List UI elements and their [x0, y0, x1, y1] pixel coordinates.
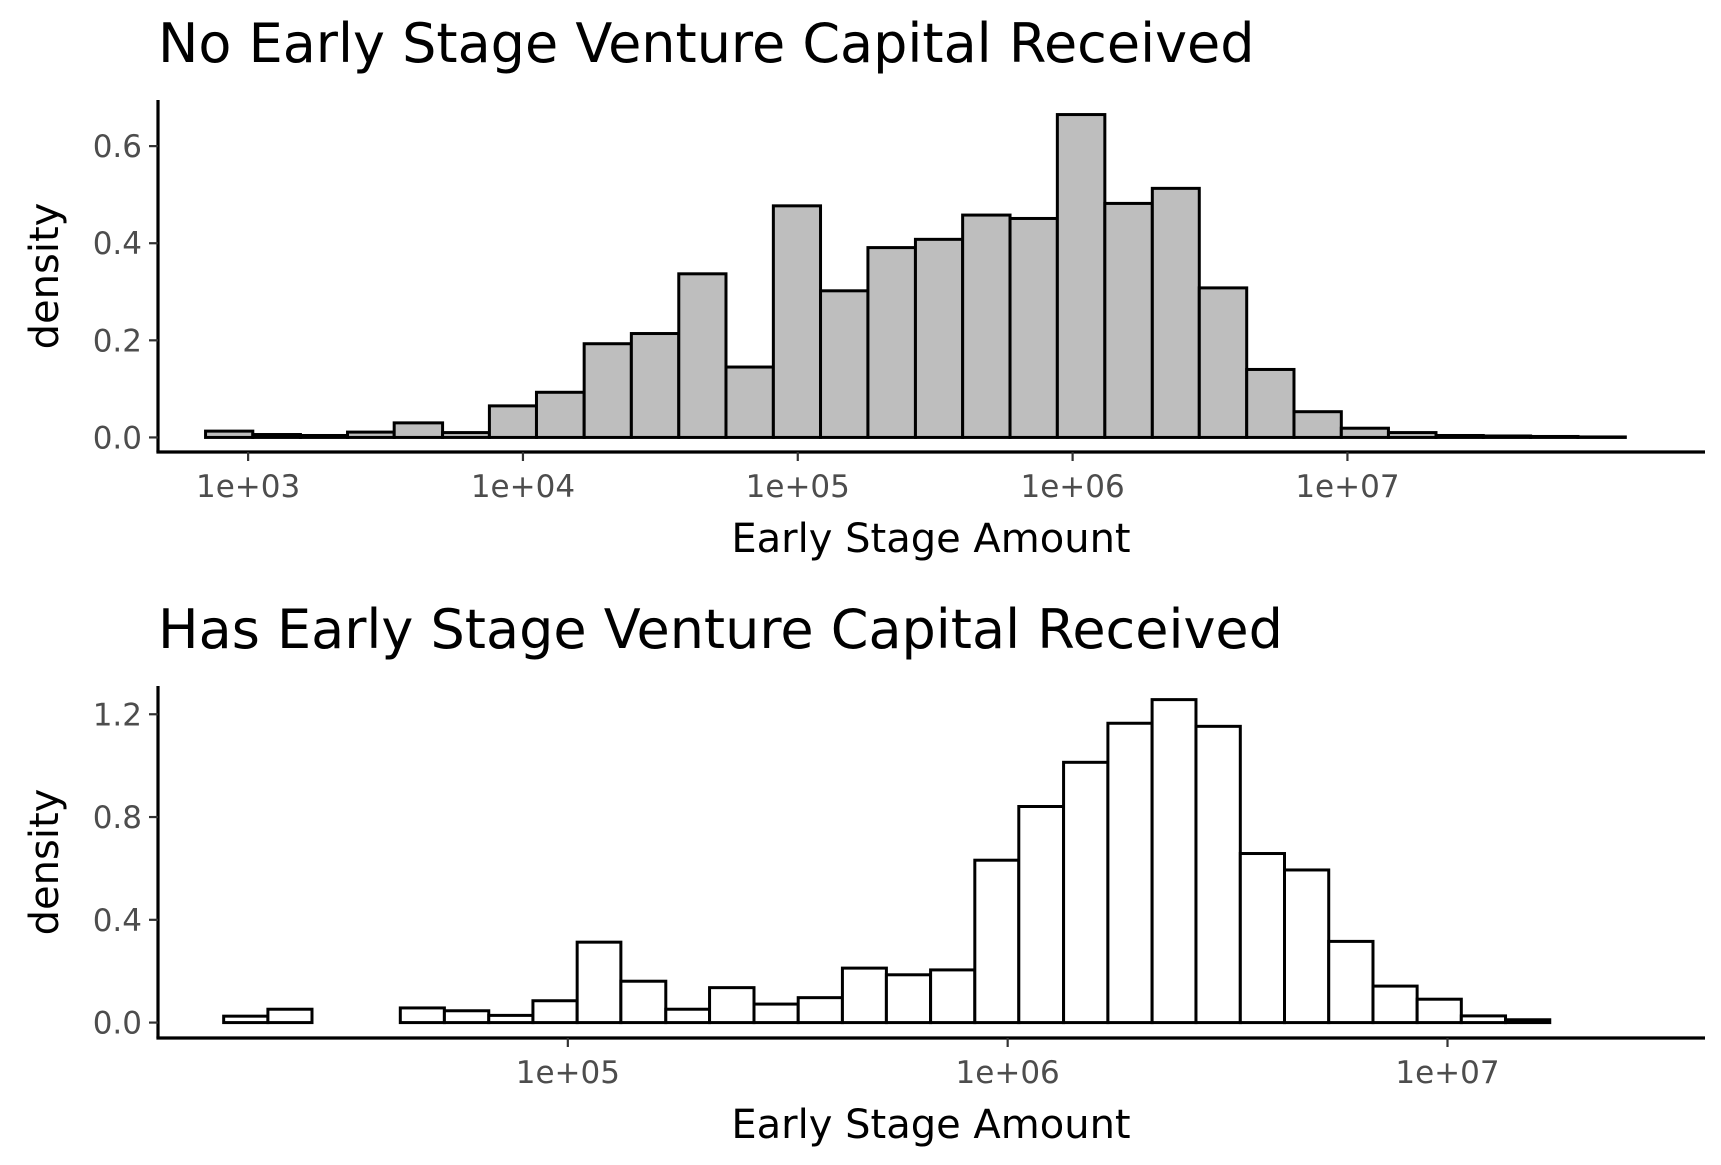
- y-axis-label: density: [22, 203, 68, 350]
- histogram-bar: [1415, 997, 1463, 1025]
- histogram-bar: [251, 433, 302, 439]
- histogram-bar: [1194, 724, 1242, 1025]
- y-tick-label: 1.2: [93, 697, 142, 733]
- histogram-bar: [796, 996, 844, 1025]
- x-axis-label: Early Stage Amount: [731, 516, 1130, 562]
- histogram-bar: [392, 421, 445, 439]
- histogram-bar: [398, 1006, 446, 1025]
- histogram-bar: [1386, 431, 1438, 439]
- histogram-bar: [266, 1007, 314, 1025]
- histogram-bar: [1292, 410, 1343, 439]
- y-axis-ticks: 0.0 0.4 0.8 1.2: [93, 697, 158, 1042]
- histogram-bar: [1197, 286, 1249, 439]
- y-tick-label: 0.0: [93, 420, 142, 456]
- x-tick-label: 1e+04: [471, 469, 575, 505]
- histogram-bar: [1062, 760, 1110, 1025]
- y-axis-label: density: [22, 789, 68, 936]
- chart-title: No Early Stage Venture Capital Received: [158, 12, 1255, 75]
- chart-title: Has Early Stage Venture Capital Received: [158, 598, 1283, 661]
- histogram-bar: [442, 1009, 491, 1025]
- histogram-bar: [1459, 1014, 1508, 1025]
- histogram-bar: [1150, 698, 1198, 1025]
- x-axis-label: Early Stage Amount: [731, 1102, 1130, 1148]
- histogram-bar: [204, 429, 255, 439]
- histogram-bar: [1150, 186, 1201, 439]
- histogram-bar: [346, 430, 396, 439]
- histogram-bar: [531, 999, 579, 1025]
- histogram-bar: [819, 289, 870, 439]
- y-tick-label: 0.4: [93, 903, 142, 939]
- histogram-bar: [575, 940, 623, 1025]
- histogram-bar: [973, 858, 1021, 1025]
- y-axis-ticks: 0.0 0.2 0.4 0.6: [93, 129, 158, 456]
- histogram-bar: [1008, 216, 1059, 439]
- histogram-bar: [619, 979, 668, 1025]
- x-axis-ticks: 1e+03 1e+04 1e+05 1e+06 1e+07: [196, 452, 1400, 505]
- x-tick-label: 1e+05: [746, 469, 850, 505]
- histogram-bar: [1017, 805, 1066, 1025]
- histogram-bar: [771, 204, 823, 439]
- histogram-bar: [487, 404, 538, 439]
- histogram-bar: [1283, 868, 1331, 1025]
- histogram-bar: [1103, 201, 1154, 439]
- x-tick-label: 1e+07: [1295, 469, 1399, 505]
- histogram-bar: [913, 237, 965, 439]
- histogram-bar: [866, 246, 917, 439]
- x-tick-label: 1e+03: [196, 469, 300, 505]
- histogram-bar: [1106, 721, 1154, 1025]
- histogram-bar: [752, 1002, 800, 1025]
- histogram-bar: [441, 431, 491, 439]
- histogram-bar: [1245, 367, 1296, 439]
- bars: [204, 113, 1627, 439]
- histogram-bar: [1504, 1018, 1552, 1025]
- y-tick-label: 0.6: [93, 129, 142, 165]
- histogram-bar: [582, 342, 633, 439]
- y-tick-label: 0.0: [93, 1006, 142, 1042]
- x-tick-label: 1e+07: [1395, 1055, 1499, 1091]
- histogram-bar: [724, 365, 775, 439]
- y-tick-label: 0.4: [93, 226, 142, 262]
- histogram-bar: [629, 332, 681, 439]
- x-tick-label: 1e+06: [956, 1055, 1060, 1091]
- x-tick-label: 1e+05: [516, 1055, 620, 1091]
- histogram-bar: [961, 213, 1012, 439]
- panel-has-early-stage: Has Early Stage Venture Capital Received…: [22, 598, 1705, 1148]
- histogram-bar: [534, 390, 586, 439]
- histogram-bar: [487, 1013, 535, 1025]
- histogram-bar: [708, 986, 756, 1025]
- histogram-bar: [1434, 433, 1485, 439]
- histogram-bar: [677, 272, 728, 439]
- histogram-bar: [664, 1007, 712, 1025]
- histogram-bar: [1371, 984, 1419, 1025]
- x-tick-label: 1e+06: [1020, 469, 1124, 505]
- panel-no-early-stage: No Early Stage Venture Capital Received …: [22, 12, 1705, 562]
- histogram-bar: [1327, 939, 1375, 1025]
- histogram-bar: [884, 973, 933, 1025]
- histogram-bar: [1481, 434, 1533, 439]
- bars: [222, 698, 1552, 1025]
- histogram-bar: [840, 966, 888, 1025]
- histogram-bar: [929, 968, 977, 1025]
- histogram-bar: [1238, 852, 1287, 1025]
- histogram-bar: [1529, 434, 1580, 439]
- y-tick-label: 0.2: [93, 323, 142, 359]
- histogram-bar: [1055, 113, 1107, 439]
- histogram-bar: [298, 433, 350, 439]
- y-tick-label: 0.8: [93, 800, 142, 836]
- x-axis-ticks: 1e+05 1e+06 1e+07: [516, 1038, 1500, 1091]
- histogram-bar: [222, 1014, 270, 1025]
- histogram-bar: [1339, 426, 1390, 439]
